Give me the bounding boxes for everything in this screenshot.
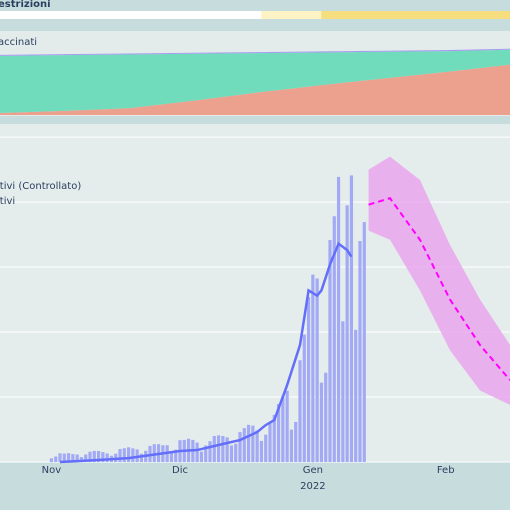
bar bbox=[315, 278, 319, 462]
x-tick-label: Dic bbox=[172, 465, 188, 476]
bar bbox=[324, 372, 328, 462]
bar bbox=[212, 436, 216, 462]
bar bbox=[49, 458, 54, 462]
restriction-segment bbox=[321, 11, 510, 19]
bar bbox=[96, 450, 101, 462]
trend-line bbox=[59, 241, 353, 464]
bar bbox=[246, 424, 251, 462]
bar bbox=[272, 414, 276, 462]
bar bbox=[341, 321, 345, 462]
bar bbox=[281, 396, 285, 462]
x-tick-label: Gen bbox=[303, 465, 323, 476]
bar bbox=[62, 453, 66, 462]
bar bbox=[358, 241, 362, 462]
bar bbox=[319, 382, 324, 462]
restrictions-title: estrizioni bbox=[0, 0, 51, 10]
bar bbox=[276, 404, 281, 462]
bar bbox=[204, 445, 208, 462]
forecast-band bbox=[368, 156, 510, 405]
bar bbox=[354, 329, 358, 462]
bar bbox=[139, 453, 144, 462]
bar bbox=[152, 444, 156, 462]
bar bbox=[255, 430, 259, 462]
legend-entry: itivi bbox=[0, 196, 15, 207]
bar bbox=[126, 447, 131, 462]
bar bbox=[174, 449, 178, 462]
bar bbox=[169, 451, 174, 462]
bar bbox=[294, 421, 298, 462]
bar bbox=[54, 456, 58, 462]
legend-entry: itivi (Controllato) bbox=[0, 181, 81, 192]
bar bbox=[259, 440, 264, 462]
bar bbox=[101, 452, 105, 462]
stacked-area bbox=[0, 64, 510, 115]
bar bbox=[208, 441, 212, 462]
bar bbox=[71, 454, 75, 462]
bar bbox=[66, 453, 71, 462]
bar bbox=[242, 428, 246, 462]
x-tick-label: Feb bbox=[437, 465, 455, 476]
bar bbox=[118, 449, 122, 462]
bar bbox=[311, 274, 315, 462]
bar bbox=[58, 453, 62, 462]
bar bbox=[199, 451, 204, 462]
restriction-segment bbox=[261, 11, 322, 19]
bar bbox=[362, 222, 366, 462]
bar bbox=[238, 432, 242, 462]
bar bbox=[285, 390, 289, 462]
bar bbox=[79, 457, 84, 462]
bar bbox=[289, 429, 294, 462]
stacked-area bbox=[0, 48, 510, 56]
x-tick-sublabel: 2022 bbox=[300, 481, 325, 492]
x-tick-label: Nov bbox=[42, 465, 62, 476]
bar bbox=[336, 176, 341, 463]
bar bbox=[105, 453, 109, 462]
vaccine-title: accinati bbox=[0, 37, 37, 48]
bar bbox=[75, 454, 79, 462]
bar bbox=[251, 425, 255, 462]
restriction-segment bbox=[0, 11, 262, 19]
bar bbox=[122, 448, 126, 462]
bar bbox=[88, 451, 92, 462]
bar bbox=[195, 442, 199, 462]
bar bbox=[349, 175, 354, 462]
bar bbox=[268, 421, 272, 462]
bar bbox=[298, 360, 302, 462]
bar bbox=[264, 434, 268, 462]
forecast-line bbox=[368, 197, 510, 381]
bar bbox=[84, 454, 88, 462]
bar bbox=[92, 450, 96, 462]
bar bbox=[225, 437, 229, 462]
bar bbox=[131, 448, 135, 462]
stacked-area bbox=[0, 49, 510, 113]
bar bbox=[328, 240, 332, 462]
bar bbox=[302, 334, 306, 462]
bar bbox=[221, 436, 225, 462]
bar bbox=[216, 435, 221, 462]
bar bbox=[345, 205, 349, 462]
bar bbox=[234, 443, 238, 462]
bar bbox=[332, 216, 336, 462]
bar bbox=[306, 297, 311, 462]
bar bbox=[229, 445, 234, 462]
